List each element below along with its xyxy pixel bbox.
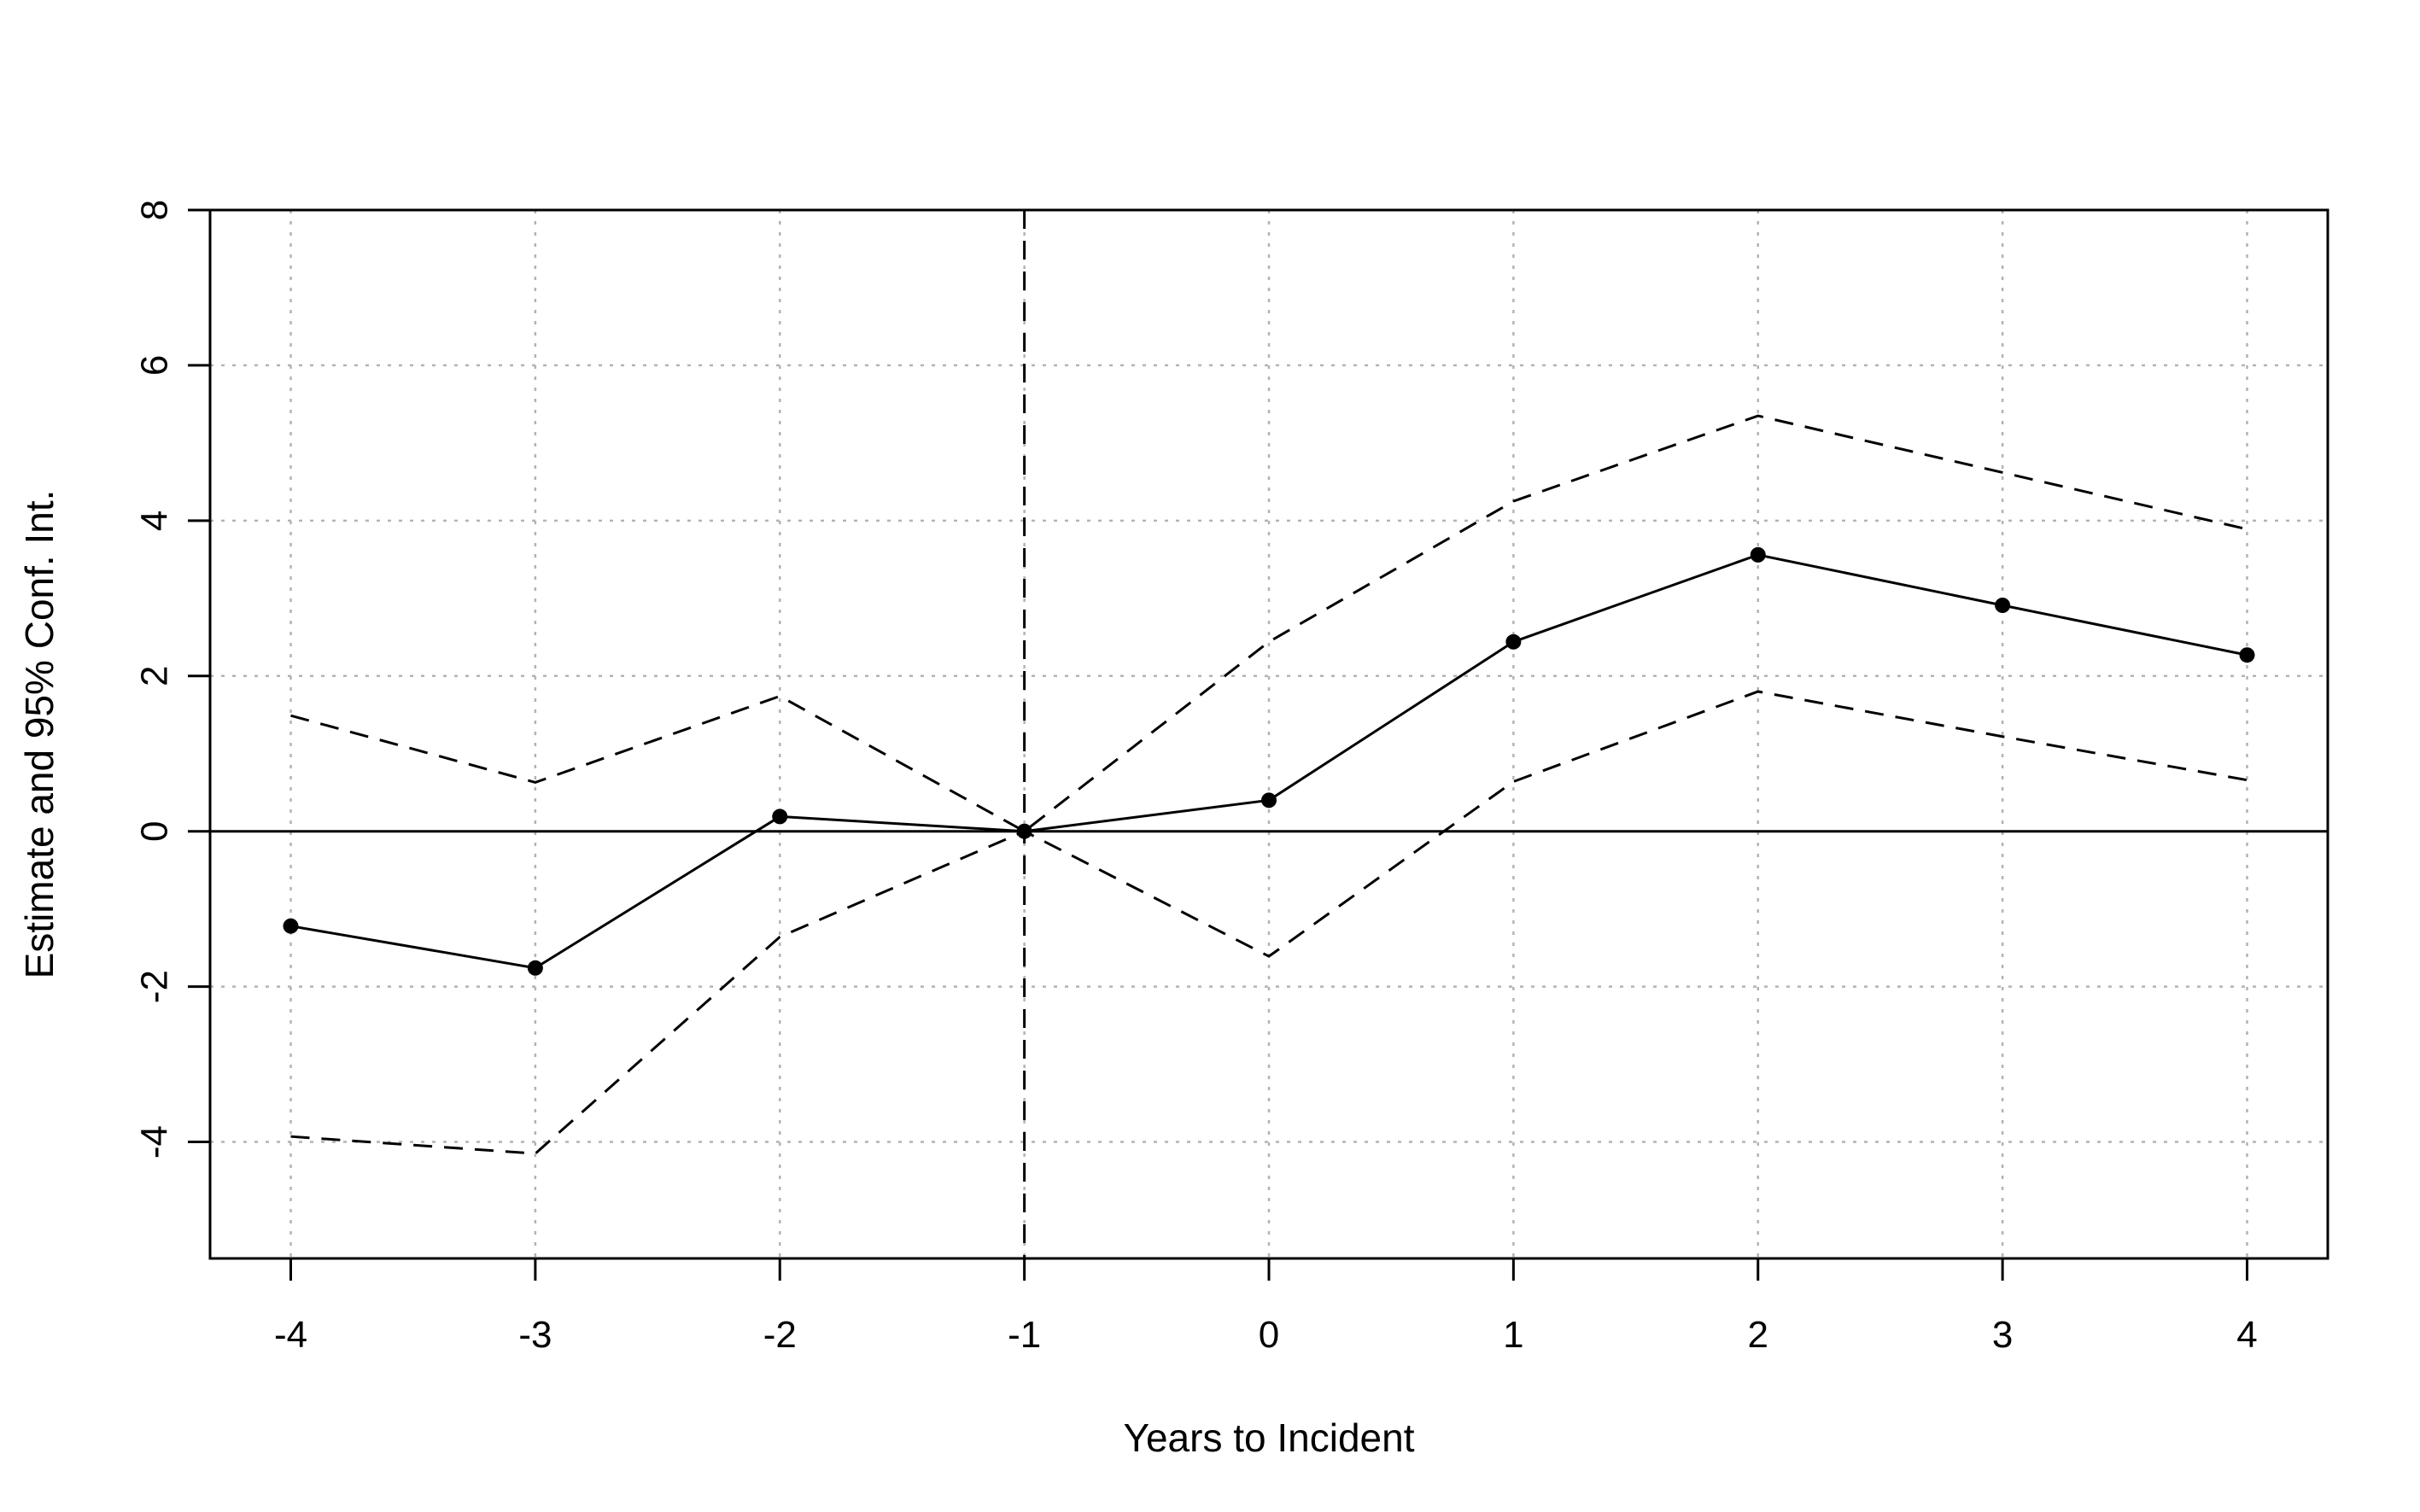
x-tick-label: 1: [1503, 1314, 1523, 1356]
estimate-point: [1995, 598, 2011, 614]
x-axis: -4 -3 -2 -1 0 1 2 3 4: [274, 1257, 2258, 1356]
y-tick-label: -4: [134, 1125, 176, 1159]
y-axis: -4 -2 0 2 4 6 8: [134, 200, 212, 1159]
y-tick-label: 2: [134, 666, 176, 686]
y-tick-label: 0: [134, 820, 176, 841]
upper-ci-line: [290, 414, 2248, 833]
estimate-point: [1750, 546, 1766, 563]
estimate-point: [527, 960, 543, 976]
estimate-line: [290, 553, 2248, 970]
x-tick-label: 3: [1992, 1314, 2013, 1356]
estimate-point: [283, 918, 299, 934]
estimate-point: [1016, 823, 1032, 839]
y-tick-label: 6: [134, 355, 176, 376]
y-axis-label: Estimate and 95% Conf. Int.: [17, 490, 61, 979]
x-axis-label: Years to Incident: [1124, 1416, 1415, 1460]
x-tick-label: -1: [1008, 1314, 1041, 1356]
x-tick-label: 0: [1259, 1314, 1279, 1356]
reference-lines: [210, 210, 2328, 1258]
estimate-point: [2239, 647, 2255, 663]
x-tick-label: 4: [2236, 1314, 2257, 1356]
point-markers: [283, 546, 2255, 976]
x-tick-label: -4: [274, 1314, 307, 1356]
y-tick-label: 4: [134, 511, 176, 531]
estimate-point: [1261, 792, 1277, 809]
x-tick-label: -3: [518, 1314, 552, 1356]
y-tick-label: -2: [134, 970, 176, 1003]
estimate-point: [1505, 633, 1522, 650]
x-tick-label: 2: [1748, 1314, 1768, 1356]
estimate-point: [772, 809, 788, 825]
x-tick-label: -2: [763, 1314, 797, 1356]
lower-ci-line: [290, 690, 2248, 1155]
y-tick-label: 8: [134, 200, 176, 220]
grid-lines: [210, 208, 2328, 1258]
